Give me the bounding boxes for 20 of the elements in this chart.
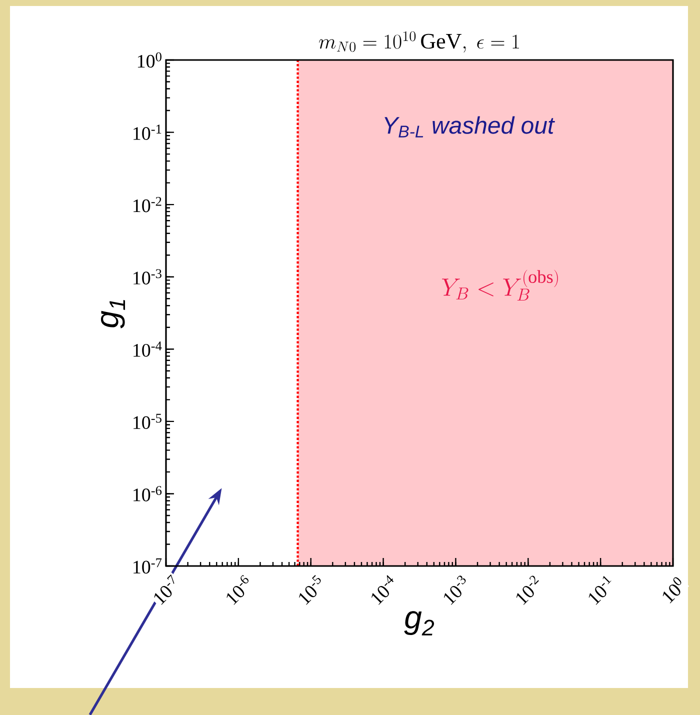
x-tick-label: 10$^{-4}$ <box>372 575 394 605</box>
x-axis-title: g$_{2}$ <box>404 611 434 636</box>
y-tick-label: 10$^{-1}$ <box>134 124 162 140</box>
x-tick-label: 10$^{-3}$ <box>444 576 466 605</box>
x-tick-label: 10$^{-6}$ <box>226 574 249 605</box>
y-tick-label: 10$^{-2}$ <box>134 196 162 212</box>
chart-title: $m_{N0} = 10^{10}\,\mathrm{GeV},\ \epsilon = 1$ <box>319 31 519 52</box>
y-tick-label: 10$^{-3}$ <box>134 269 162 284</box>
y-tick-label: 10$^{-4}$ <box>134 342 162 357</box>
y-tick-label: 10$^{0}$ <box>138 52 162 68</box>
x-tick-label: 10$^{-5}$ <box>299 575 321 605</box>
x-tick-label: 10$^{-2}$ <box>516 576 539 605</box>
y-tick-label: 10$^{-6}$ <box>134 486 162 502</box>
annotation: Y$_{B-L}$ washed out <box>384 116 555 138</box>
x-tick-label: 10$^{0}$ <box>662 577 682 604</box>
y-tick-label: 10$^{-7}$ <box>134 558 162 574</box>
y-axis-title: g$_{1}$ <box>100 300 126 328</box>
annotation: $Y_B < Y_B^{(\mathrm{obs})}$ <box>442 270 558 301</box>
y-tick-label: 10$^{-5}$ <box>134 414 162 430</box>
x-tick-label: 10$^{-1}$ <box>588 576 612 605</box>
